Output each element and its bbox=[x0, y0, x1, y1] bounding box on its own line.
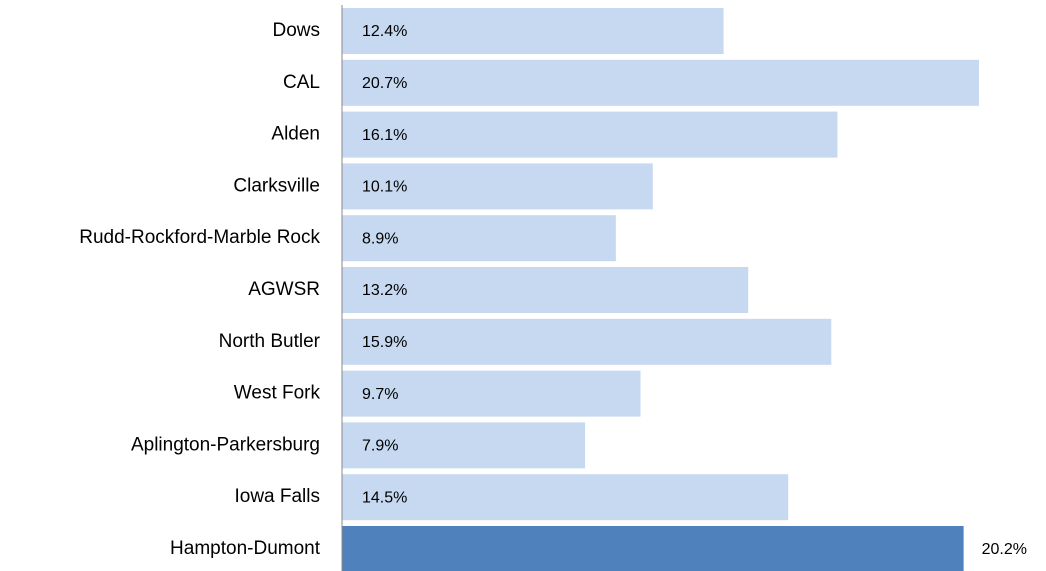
category-label: Aplington-Parkersburg bbox=[131, 434, 320, 455]
data-label: 14.5% bbox=[362, 489, 407, 506]
data-label: 16.1% bbox=[362, 127, 407, 144]
category-label: AGWSR bbox=[248, 279, 320, 300]
data-label: 8.9% bbox=[362, 230, 398, 247]
data-label: 10.1% bbox=[362, 179, 407, 196]
bar bbox=[342, 267, 749, 313]
category-label: Iowa Falls bbox=[234, 486, 320, 507]
data-label: 13.2% bbox=[362, 282, 407, 299]
bar bbox=[342, 8, 724, 54]
bar bbox=[342, 215, 616, 262]
data-label: 20.2% bbox=[982, 541, 1027, 558]
category-label: Clarksville bbox=[233, 175, 320, 196]
bar bbox=[342, 422, 586, 469]
category-label: CAL bbox=[283, 72, 320, 93]
data-label: 20.7% bbox=[362, 75, 407, 92]
bar bbox=[342, 59, 979, 106]
bar bbox=[342, 111, 838, 158]
category-label: West Fork bbox=[234, 383, 321, 404]
data-label: 15.9% bbox=[362, 334, 407, 351]
category-label: Rudd-Rockford-Marble Rock bbox=[79, 227, 320, 248]
data-label: 7.9% bbox=[362, 438, 398, 455]
data-label: 9.7% bbox=[362, 386, 398, 403]
category-label: Hampton-Dumont bbox=[170, 538, 321, 559]
bar bbox=[342, 163, 653, 210]
bar bbox=[342, 370, 641, 417]
bar bbox=[342, 318, 832, 365]
bar bbox=[342, 526, 964, 571]
data-label: 12.4% bbox=[362, 23, 407, 40]
category-label: Dows bbox=[272, 20, 320, 41]
bar bbox=[342, 474, 789, 521]
category-label: Alden bbox=[271, 124, 320, 145]
category-label: North Butler bbox=[219, 331, 321, 352]
